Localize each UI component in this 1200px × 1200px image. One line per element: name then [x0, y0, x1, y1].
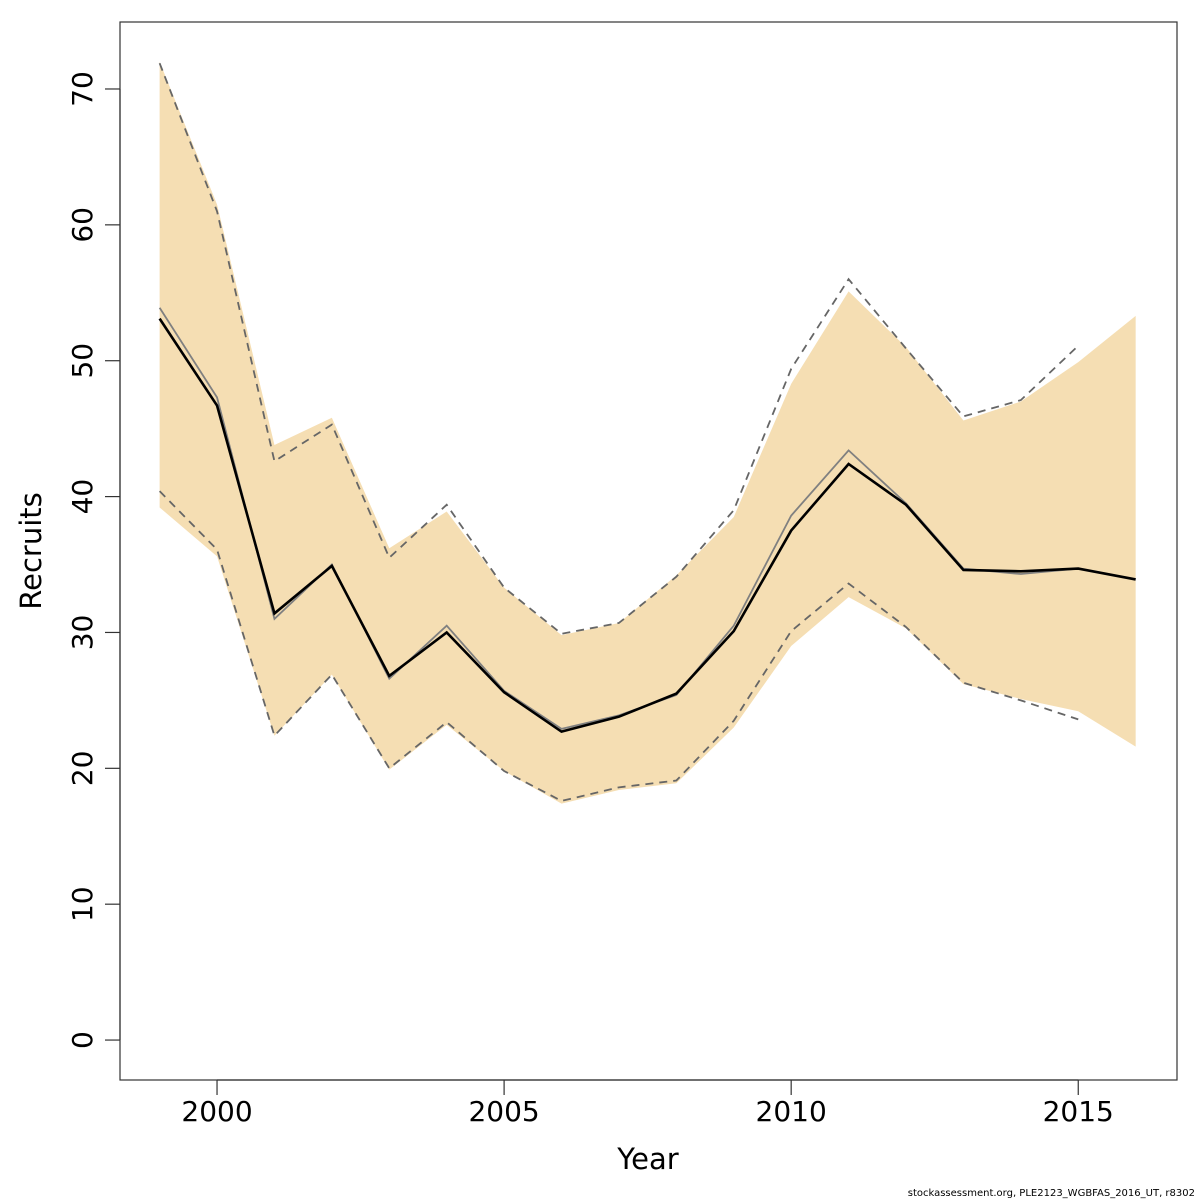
series-line: [158, 490, 1079, 802]
y-tick-label: 70: [66, 71, 99, 107]
y-tick-label: 10: [66, 886, 99, 922]
y-tick-label: 30: [66, 615, 99, 651]
x-tick-label: 2015: [1043, 1095, 1114, 1128]
x-tick-label: 2005: [468, 1095, 539, 1128]
x-tick-label: 2010: [756, 1095, 827, 1128]
series-line: [158, 62, 1079, 635]
confidence-band: [159, 61, 1136, 804]
x-tick-label: 2000: [181, 1095, 252, 1128]
footer: stockassessment.org, PLE2123_WGBFAS_2016…: [908, 1188, 1195, 1199]
series-line: [158, 317, 1136, 734]
y-tick-label: 0: [66, 1031, 99, 1049]
y-tick-label: 40: [66, 479, 99, 515]
y-tick-label: 50: [66, 343, 99, 379]
x-axis-label: Year: [616, 1142, 678, 1176]
y-axis-label: Recruits: [14, 492, 48, 609]
y-tick-label: 20: [66, 750, 99, 786]
y-tick-label: 60: [66, 207, 99, 243]
